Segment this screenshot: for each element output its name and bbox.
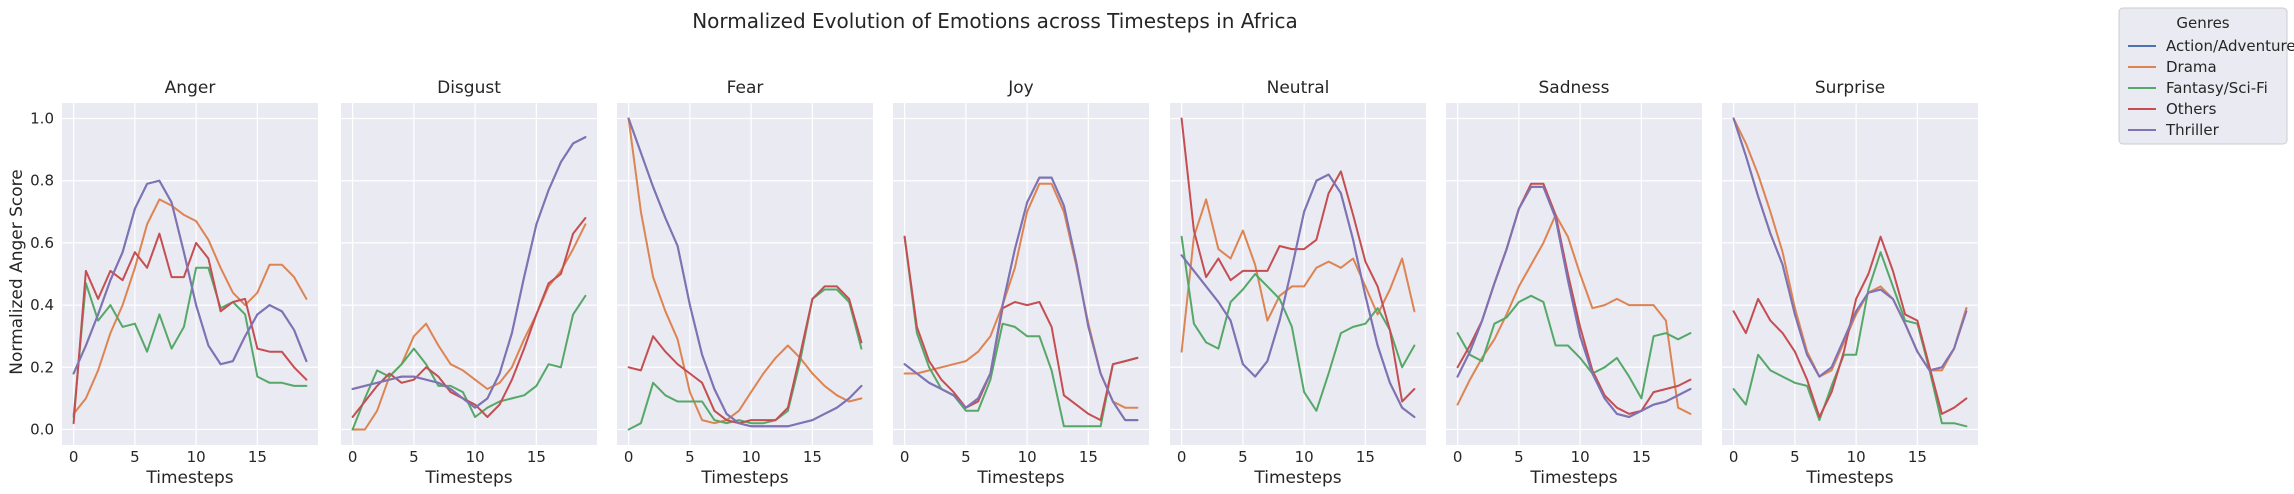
series-line-thriller	[351, 136, 587, 409]
legend-label: Action/Adventure	[2166, 37, 2294, 55]
series-line-drama	[1456, 213, 1692, 415]
x-tick-label: 15	[803, 448, 822, 466]
legend-title: Genres	[2176, 14, 2229, 32]
y-tick-label: 0.6	[30, 234, 54, 252]
panels-group: Anger 0 5 10 15 Timesteps 0.0 0.2 0.4 0.6 0.8 1.0 Di…	[30, 78, 1978, 488]
x-axis-label: Timesteps	[1805, 468, 1893, 488]
x-tick-label: 15	[248, 448, 267, 466]
x-tick-label: 0	[900, 448, 910, 466]
x-tick-label: 10	[1018, 448, 1037, 466]
panel-title: Fear	[727, 78, 764, 98]
series-line-others	[72, 232, 308, 425]
legend: Genres Action/Adventure Drama Fantasy/Sci-…	[2118, 7, 2294, 145]
y-tick-label: 0.2	[30, 358, 54, 376]
panel-title: Surprise	[1815, 78, 1885, 98]
plot-area	[341, 103, 597, 445]
series-line-others	[351, 217, 587, 418]
series-line-drama	[627, 117, 863, 425]
series-line-thriller	[903, 176, 1139, 422]
panel-fear: Fear 0 5 10 15 Timesteps	[617, 78, 873, 488]
x-tick-label: 5	[409, 448, 419, 466]
series-line-others	[627, 285, 863, 425]
x-tick-label: 15	[1079, 448, 1098, 466]
x-tick-label: 15	[527, 448, 546, 466]
x-tick-label: 15	[1632, 448, 1651, 466]
x-tick-label: 0	[624, 448, 634, 466]
series-line-drama	[72, 198, 308, 415]
plot-area	[617, 103, 873, 445]
x-tick-label: 0	[1453, 448, 1463, 466]
x-tick-label: 0	[1729, 448, 1739, 466]
x-tick-label: 0	[348, 448, 358, 466]
panel-title: Sadness	[1539, 78, 1610, 98]
x-axis-label: Timesteps	[976, 468, 1064, 488]
legend-label: Thriller	[2165, 121, 2220, 139]
series-line-fantasy-sci-fi	[1180, 235, 1416, 412]
x-tick-label: 10	[466, 448, 485, 466]
series-line-others	[1180, 117, 1416, 403]
x-tick-label: 10	[1571, 448, 1590, 466]
series-line-thriller	[1456, 185, 1692, 418]
x-tick-label: 10	[187, 448, 206, 466]
x-tick-label: 5	[1514, 448, 1524, 466]
legend-box	[2118, 7, 2288, 145]
x-tick-label: 0	[1177, 448, 1187, 466]
series-line-fantasy-sci-fi	[1456, 294, 1692, 400]
legend-label: Others	[2166, 100, 2217, 118]
legend-label: Fantasy/Sci-Fi	[2166, 79, 2268, 97]
x-axis-label: Timesteps	[424, 468, 512, 488]
legend-label: Drama	[2166, 58, 2217, 76]
x-tick-label: 0	[69, 448, 79, 466]
x-axis-label: Timesteps	[145, 468, 233, 488]
panel-anger: Anger 0 5 10 15 Timesteps 0.0 0.2 0.4 0.6 0.8 1.0	[30, 78, 318, 488]
plot-area	[893, 103, 1149, 445]
panel-surprise: Surprise 0 5 10 15 Timesteps	[1722, 78, 1978, 488]
series-line-thriller	[72, 179, 308, 375]
y-axis-label: Normalized Anger Score	[7, 169, 27, 374]
y-tick-label: 0.4	[30, 296, 54, 314]
panel-title: Disgust	[437, 78, 501, 98]
panel-title: Anger	[165, 78, 216, 98]
chart-title: Normalized Evolution of Emotions across …	[692, 9, 1298, 33]
panel-disgust: Disgust 0 5 10 15 Timesteps	[341, 78, 597, 488]
x-tick-label: 15	[1908, 448, 1927, 466]
x-tick-label: 10	[742, 448, 761, 466]
x-axis-label: Timesteps	[700, 468, 788, 488]
series-line-thriller	[1732, 117, 1968, 378]
legend-entries: Action/Adventure Drama Fantasy/Sci-Fi Other…	[2128, 37, 2294, 139]
y-tick-label: 1.0	[30, 110, 54, 128]
x-tick-label: 15	[1356, 448, 1375, 466]
plot-area	[62, 103, 318, 445]
x-tick-label: 10	[1295, 448, 1314, 466]
plot-area	[1722, 103, 1978, 445]
panel-title: Neutral	[1267, 78, 1330, 98]
x-axis-label: Timesteps	[1253, 468, 1341, 488]
plot-area	[1446, 103, 1702, 445]
panel-neutral: Neutral 0 5 10 15 Timesteps	[1170, 78, 1426, 488]
x-tick-label: 5	[1238, 448, 1248, 466]
x-tick-label: 5	[961, 448, 971, 466]
series-line-thriller	[1180, 173, 1416, 418]
x-tick-label: 5	[130, 448, 140, 466]
series-line-others	[903, 235, 1139, 422]
x-tick-label: 10	[1847, 448, 1866, 466]
plot-area	[1170, 103, 1426, 445]
series-line-thriller	[627, 117, 863, 428]
series-line-fantasy-sci-fi	[72, 266, 308, 418]
x-tick-label: 5	[685, 448, 695, 466]
panel-joy: Joy 0 5 10 15 Timesteps	[893, 78, 1149, 488]
y-tick-label: 0.8	[30, 172, 54, 190]
x-axis-label: Timesteps	[1529, 468, 1617, 488]
panel-sadness: Sadness 0 5 10 15 Timesteps	[1446, 78, 1702, 488]
y-tick-label: 0.0	[30, 420, 54, 438]
x-tick-label: 5	[1790, 448, 1800, 466]
panel-title: Joy	[1007, 78, 1033, 98]
